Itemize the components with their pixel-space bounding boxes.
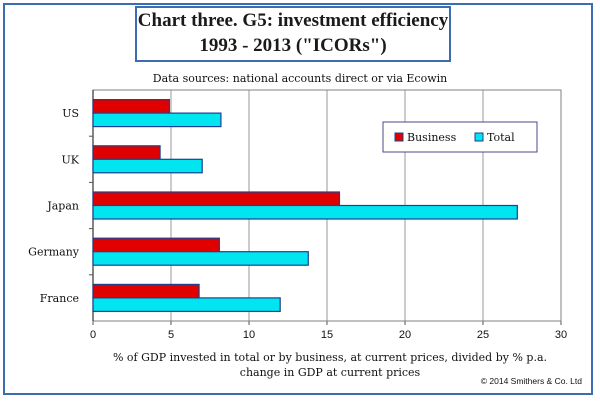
bar-business-germany [92,237,220,253]
legend-label-total: Total [487,131,515,144]
x-tick-label: 20 [399,329,411,341]
category-label: UK [62,153,80,166]
x-axis-caption-line2: change in GDP at current prices [239,366,421,379]
bar-business-us [92,98,171,114]
legend-label-business: Business [407,131,457,144]
legend-swatch-business [394,132,404,142]
legend-box [382,121,538,153]
bar-total-france [92,297,281,312]
bar-business-uk [92,145,161,160]
bar-total-germany [92,251,309,266]
x-axis-caption-line1: % of GDP invested in total or by busines… [112,351,548,364]
x-tick-label: 30 [555,329,567,341]
bar-total-japan [92,204,518,220]
category-label: US [62,107,79,120]
legend-swatch-total [474,132,484,142]
x-tick-label: 5 [168,329,174,341]
bar-total-uk [92,158,203,174]
category-label: France [40,292,79,305]
bar-business-france [92,283,200,299]
chart-subtitle: Data sources: national accounts direct o… [152,72,448,85]
chart-title-box: Chart three. G5: investment efficiency 1… [135,6,451,62]
x-tick-label: 10 [243,329,255,341]
category-label: Germany [28,246,80,259]
chart-title-line2: 1993 - 2013 ("ICORs") [199,35,387,56]
chart-title-line1: Chart three. G5: investment efficiency [137,10,449,31]
x-tick-label: 0 [90,329,96,341]
x-tick-label: 15 [321,329,333,341]
x-tick-label: 25 [477,329,489,341]
bar-total-us [92,112,222,128]
copyright-notice: © 2014 Smithers & Co. Ltd [480,376,582,386]
bar-business-japan [92,191,341,207]
category-label: Japan [46,200,79,213]
x-axis-caption: % of GDP invested in total or by busines… [80,350,580,380]
